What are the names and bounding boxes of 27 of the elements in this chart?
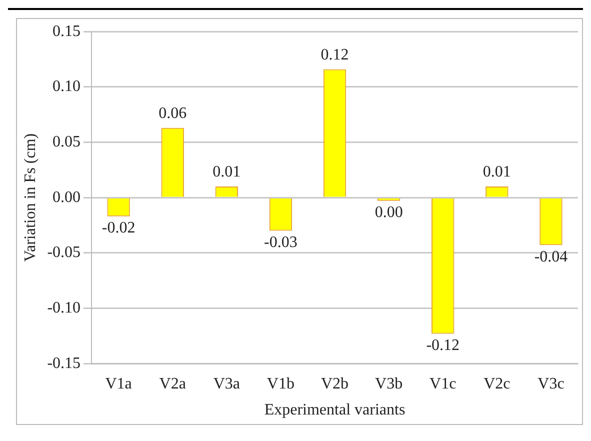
data-label: -0.03 [264, 234, 298, 252]
y-axis-title: Variation in Fs (cm) [22, 133, 39, 262]
data-label: 0.12 [320, 46, 349, 64]
x-tick-label: V3c [538, 375, 564, 392]
x-tick-label: V2c [484, 375, 510, 392]
y-tick-label: 0.15 [52, 22, 81, 40]
y-tick-label: 0.00 [52, 188, 81, 206]
x-tick-label: V2a [159, 375, 186, 392]
data-label: -0.02 [102, 220, 136, 237]
data-label: 0.06 [158, 105, 187, 122]
x-tick-label: V1c [430, 375, 456, 392]
y-tick-label: 0.10 [52, 78, 81, 96]
x-tick-label: V1b [266, 375, 294, 392]
data-label: -0.04 [534, 248, 568, 266]
y-tick-label: -0.10 [47, 299, 81, 316]
x-tick-label: V2b [320, 375, 349, 392]
data-label: -0.12 [426, 336, 460, 354]
x-tick-label: V3b [375, 375, 403, 392]
y-tick-label: -0.15 [47, 354, 81, 372]
x-axis-title: Experimental variants [264, 402, 406, 419]
x-tick-label: V3a [213, 375, 240, 392]
data-label: 0.00 [374, 204, 403, 222]
x-tick-label: V1a [105, 375, 132, 392]
y-tick-label: 0.05 [52, 133, 81, 150]
y-tick-label: -0.05 [47, 244, 81, 262]
data-label: 0.01 [482, 164, 511, 181]
data-label: 0.01 [212, 164, 241, 181]
